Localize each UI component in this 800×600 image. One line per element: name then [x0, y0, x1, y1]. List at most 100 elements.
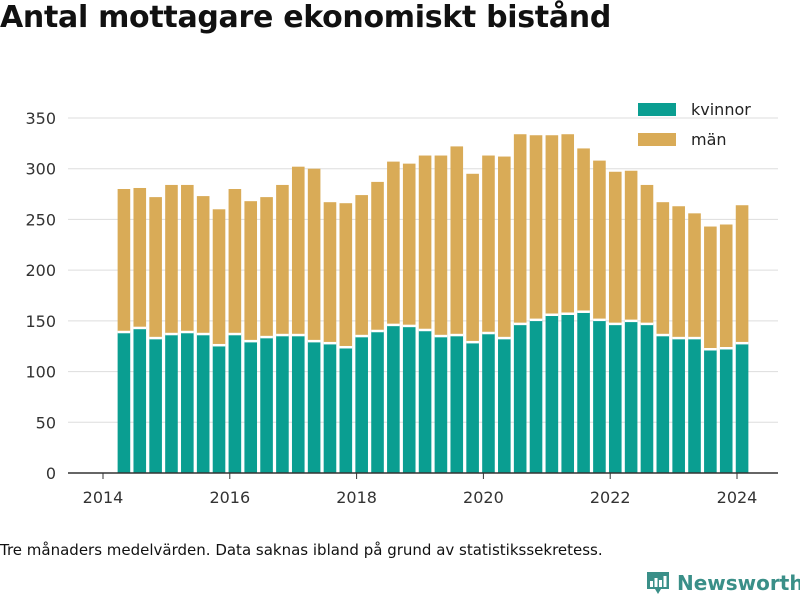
bar-kvinnor [181, 332, 194, 473]
bar-man [704, 226, 717, 350]
bar-man [260, 197, 273, 338]
bar-man [735, 205, 749, 344]
bar-kvinnor [577, 311, 590, 473]
bar-kvinnor [339, 347, 353, 473]
bar-kvinnor [466, 342, 479, 473]
bar-kvinnor [165, 334, 178, 473]
bar-man [117, 189, 131, 333]
bar-kvinnor [434, 336, 448, 473]
bar-kvinnor [656, 335, 670, 473]
y-tick-label: 50 [36, 413, 56, 432]
bar-kvinnor [735, 343, 749, 473]
bar-man [719, 224, 733, 349]
bar-man [434, 155, 448, 337]
bar-kvinnor [593, 319, 606, 473]
newsworthy-logo-icon [647, 572, 669, 594]
bar-man [133, 187, 147, 328]
bar-kvinnor [244, 341, 258, 473]
y-tick-label: 250 [25, 210, 56, 229]
bar-man [355, 195, 368, 337]
bar-man [577, 148, 590, 312]
bar-man [307, 168, 321, 342]
bar-man [212, 209, 226, 346]
bar-man [339, 203, 353, 348]
bar-kvinnor [196, 334, 210, 473]
y-tick-label: 350 [25, 109, 56, 128]
bar-kvinnor [307, 341, 321, 473]
bar-man [466, 173, 479, 343]
bar-kvinnor [212, 345, 226, 473]
x-tick-label: 2022 [590, 488, 631, 507]
bar-kvinnor [498, 338, 511, 473]
bar-man [418, 155, 432, 330]
bar-kvinnor [719, 348, 733, 473]
bar-kvinnor [387, 324, 400, 473]
x-tick-label: 2020 [463, 488, 504, 507]
bar-man [498, 156, 511, 339]
legend-swatch [638, 133, 676, 146]
bar-man [196, 196, 210, 335]
bar-kvinnor [260, 337, 273, 473]
legend-label: män [691, 130, 727, 149]
x-axis-ticks: 2014 2016 2018 2020 2022 2024 [83, 473, 757, 507]
legend-label: kvinnor [691, 100, 751, 119]
x-tick-label: 2016 [209, 488, 250, 507]
bars [117, 134, 749, 473]
bar-man [656, 202, 670, 336]
bar-kvinnor [418, 329, 432, 473]
bar-kvinnor [545, 314, 559, 473]
brand-logo: Newsworthy [645, 570, 800, 596]
bar-kvinnor [608, 323, 622, 473]
bar-kvinnor [276, 335, 289, 473]
bar-man [608, 171, 622, 324]
footnote: Tre månaders medelvärden. Data saknas ib… [0, 541, 603, 559]
bar-kvinnor [513, 323, 527, 473]
y-axis-ticks: 0 50 100 150 200 250 300 350 [25, 109, 56, 483]
y-tick-label: 0 [46, 464, 56, 483]
bar-kvinnor [149, 338, 162, 473]
bar-man [672, 206, 685, 339]
y-tick-label: 150 [25, 312, 56, 331]
bar-man [402, 163, 416, 326]
bar-kvinnor [323, 343, 337, 473]
y-tick-label: 100 [25, 363, 56, 382]
y-tick-label: 300 [25, 160, 56, 179]
bar-man [371, 181, 384, 331]
bar-man [276, 184, 289, 336]
bar-kvinnor [482, 333, 495, 473]
bar-kvinnor [402, 325, 416, 473]
bar-man [529, 135, 543, 320]
bar-man [640, 184, 654, 324]
bar-man [244, 201, 258, 342]
bar-man [228, 189, 242, 335]
bar-kvinnor [450, 335, 464, 473]
bar-man [450, 146, 464, 336]
y-tick-label: 200 [25, 261, 56, 280]
bar-man [149, 197, 162, 339]
stacked-bar-chart: 0 50 100 150 200 250 300 350 2014 2016 2018 2020 20… [25, 100, 778, 507]
bar-man [624, 170, 638, 321]
legend-swatch [638, 103, 676, 116]
bar-kvinnor [291, 335, 305, 473]
bar-kvinnor [529, 319, 543, 473]
bar-kvinnor [355, 336, 368, 473]
x-tick-label: 2014 [83, 488, 124, 507]
brand-name: Newsworthy [677, 571, 800, 595]
bar-man [513, 134, 527, 324]
bar-man [545, 135, 559, 315]
bar-kvinnor [624, 320, 638, 473]
x-tick-label: 2018 [336, 488, 377, 507]
bar-man [165, 184, 178, 335]
bar-man [181, 184, 194, 333]
bar-man [561, 134, 575, 314]
bar-kvinnor [672, 338, 685, 473]
bar-kvinnor [133, 327, 147, 473]
bar-man [688, 213, 701, 339]
bar-kvinnor [228, 334, 242, 473]
bar-man [387, 161, 400, 325]
chart-title: Antal mottagare ekonomiskt bistånd [0, 0, 612, 35]
bar-kvinnor [704, 349, 717, 473]
bar-kvinnor [640, 323, 654, 473]
bar-kvinnor [561, 313, 575, 473]
bar-man [482, 155, 495, 334]
